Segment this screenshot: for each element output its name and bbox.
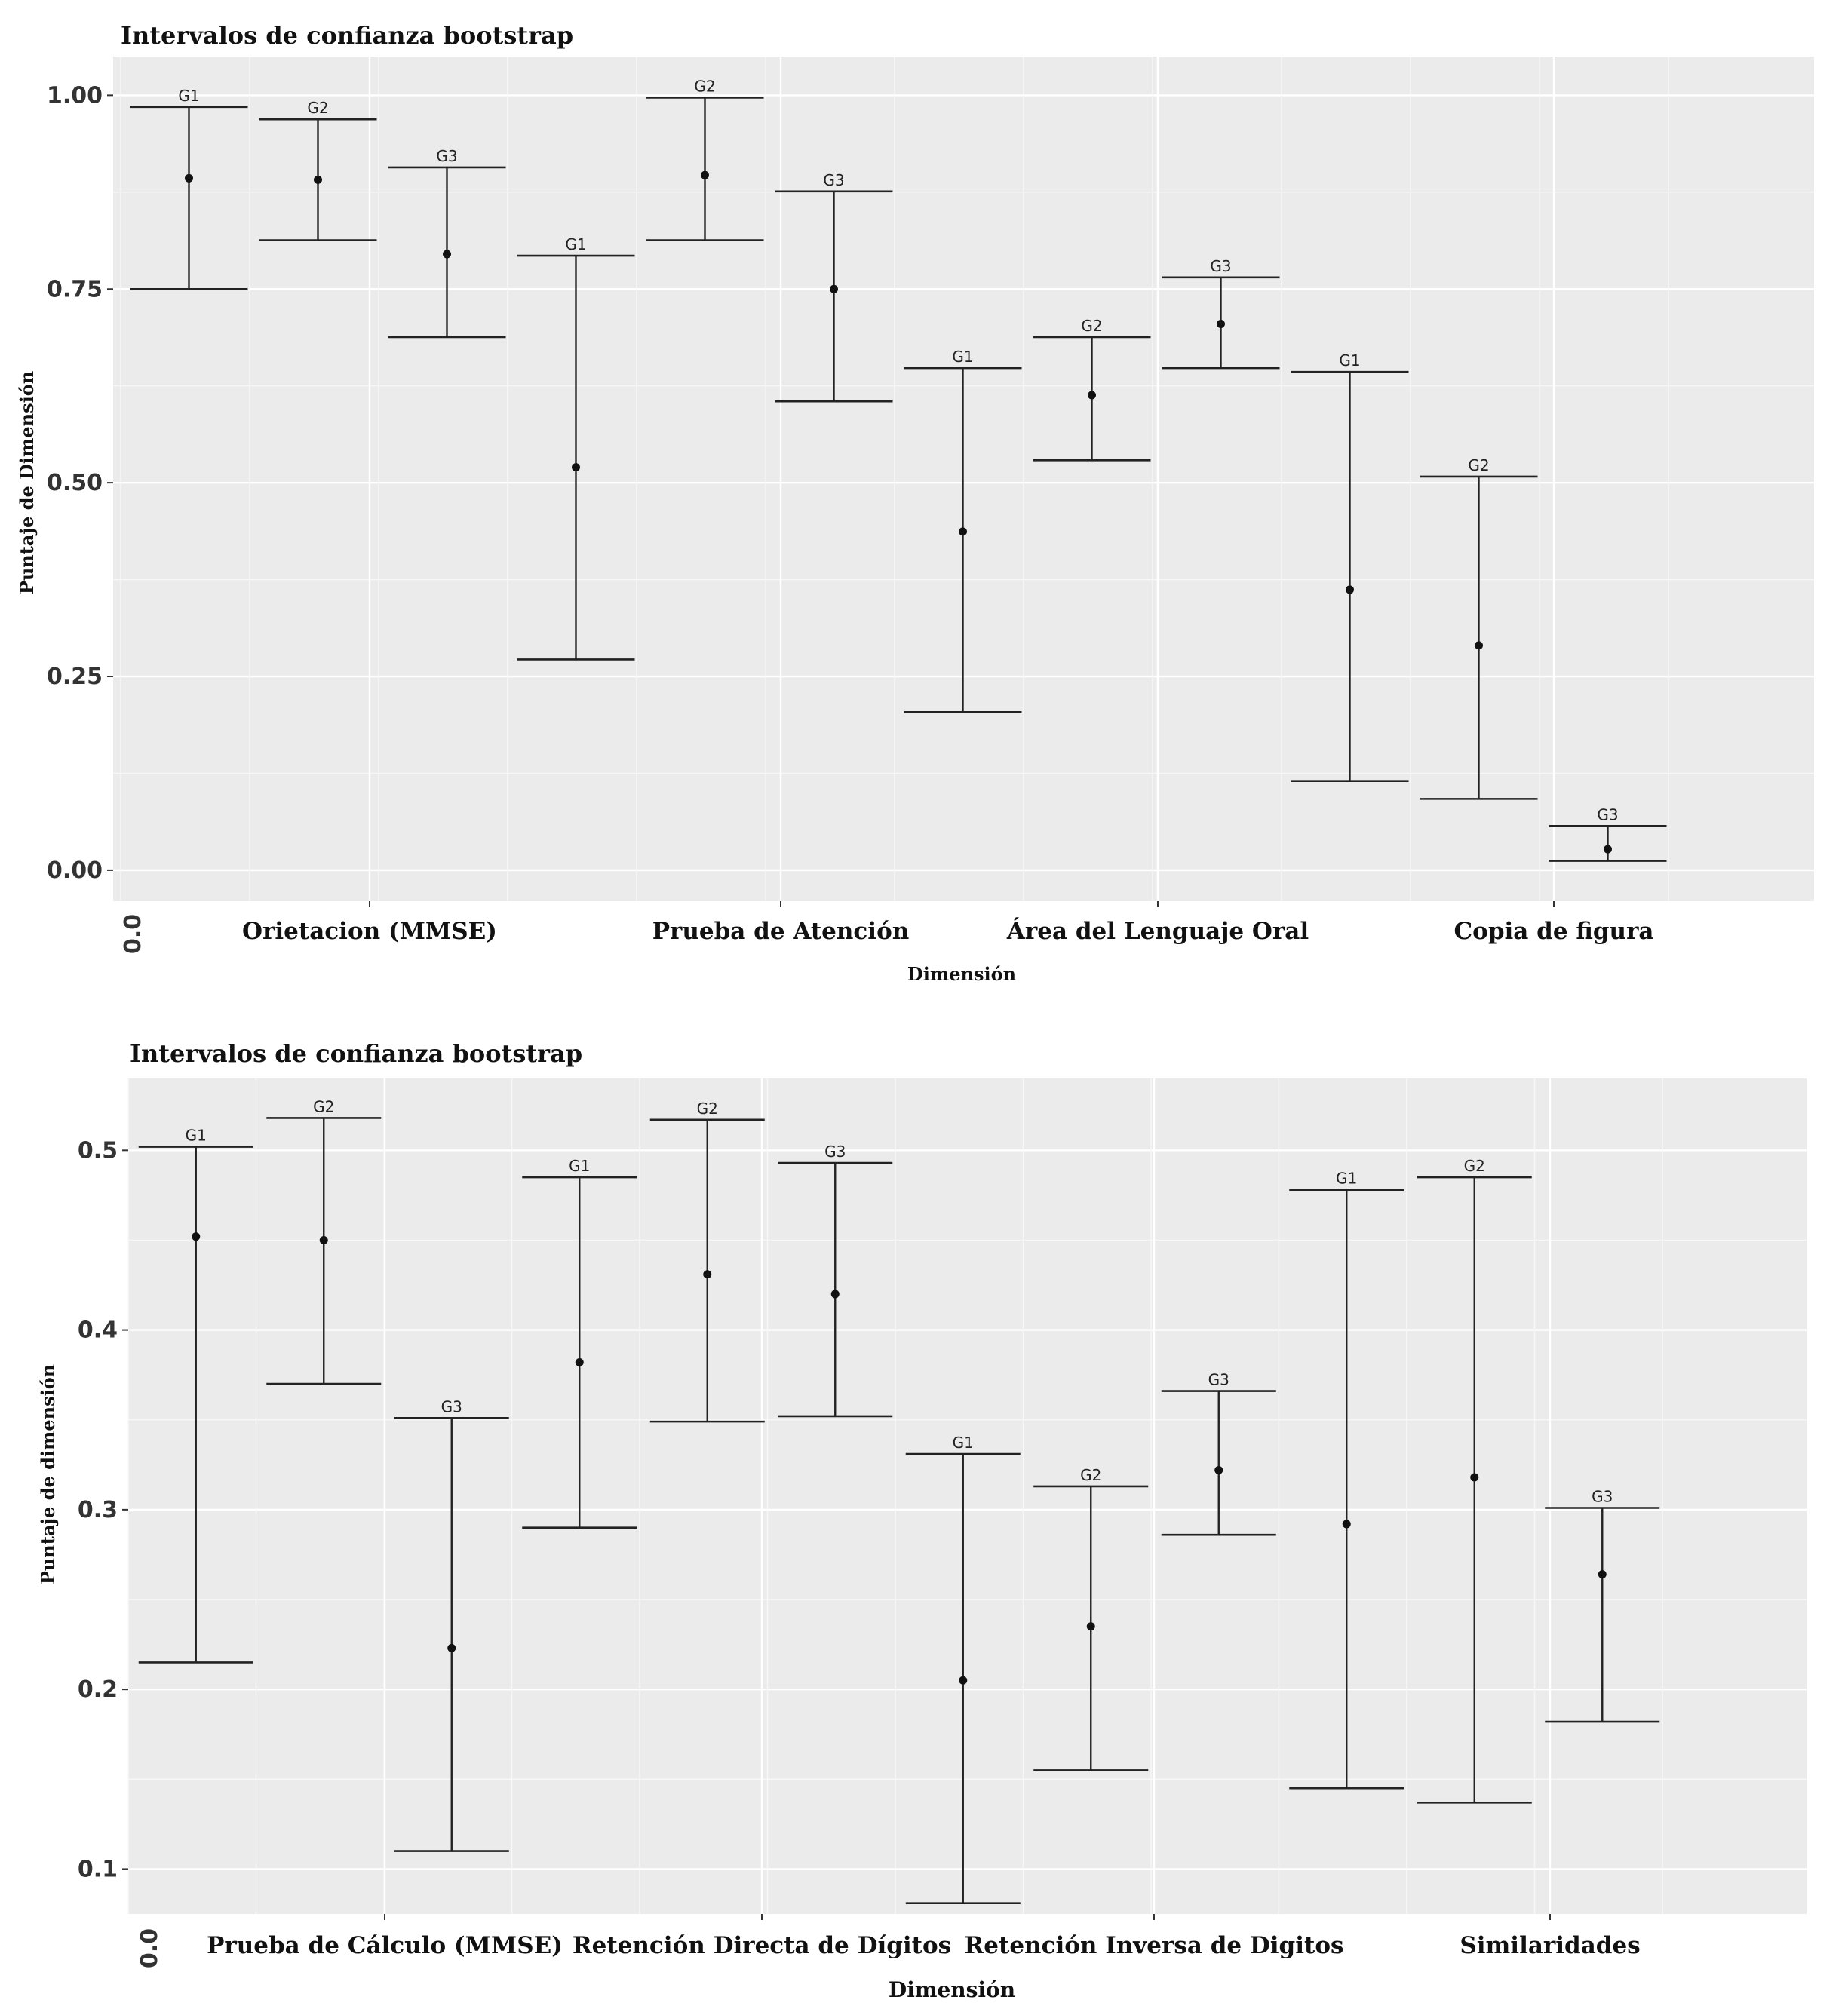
y-tick-label: 0.1 xyxy=(78,1856,118,1882)
group-label: G2 xyxy=(313,1097,334,1115)
group-label: G3 xyxy=(1597,805,1618,824)
interval-marks: G1 G2 G3 G1 G2 G3 G1 G2 G3 G1 G2 G3 xyxy=(130,77,1667,862)
confidence-interval-chart-top: Intervalos de confianza bootstrap G1 G2 G3… xyxy=(16,21,1814,985)
group-label: G2 xyxy=(307,99,328,117)
x-origin-label: 0.0 xyxy=(137,1928,163,1968)
interval-estimate-point xyxy=(1342,1520,1351,1529)
interval-estimate-point xyxy=(1214,1465,1223,1474)
interval-estimate-point xyxy=(959,527,967,536)
interval-estimate-point xyxy=(572,463,580,472)
group-label: G1 xyxy=(569,1157,590,1175)
interval-estimate-point xyxy=(701,170,709,179)
x-origin-label: 0.0 xyxy=(120,914,146,954)
group-label: G3 xyxy=(436,147,457,165)
interval-estimate-point xyxy=(314,175,322,184)
group-label: G3 xyxy=(441,1397,462,1416)
group-label: G1 xyxy=(186,1127,207,1145)
y-tick-label: 0.50 xyxy=(47,470,103,496)
x-category-label: Prueba de Cálculo (MMSE) xyxy=(207,1932,563,1959)
x-category-label: Retención Inversa de Digitos xyxy=(965,1932,1344,1959)
plot-panel xyxy=(128,1078,1807,1914)
y-axis-title: Puntaje de dimensión xyxy=(37,1364,59,1584)
x-axis: Prueba de Cálculo (MMSE) Retención Direct… xyxy=(207,1914,1641,1959)
y-tick-label: 1.00 xyxy=(47,82,103,109)
interval-estimate-point xyxy=(1604,845,1612,854)
group-label: G1 xyxy=(952,348,973,366)
x-axis: Orietacion (MMSE) Prueba de Atención Área … xyxy=(242,901,1654,945)
y-tick-label: 0.75 xyxy=(47,276,103,302)
interval-estimate-point xyxy=(830,284,838,293)
group-label: G1 xyxy=(1339,351,1360,370)
interval-estimate-point xyxy=(319,1235,328,1244)
interval-estimate-point xyxy=(192,1232,201,1241)
interval-estimate-point xyxy=(959,1676,968,1685)
group-label: G3 xyxy=(824,1143,846,1161)
group-label: G2 xyxy=(697,1100,718,1118)
x-axis-title: Dimensión xyxy=(907,963,1016,985)
group-label: G1 xyxy=(565,235,586,253)
x-category-label: Prueba de Atención xyxy=(652,918,910,945)
group-label: G2 xyxy=(694,77,715,95)
x-category-label: Retención Directa de Dígitos xyxy=(573,1932,951,1959)
interval-estimate-point xyxy=(1217,319,1225,328)
y-axis-title: Puntaje de Dimensión xyxy=(16,371,38,594)
chart-title: Intervalos de confianza bootstrap xyxy=(130,1039,582,1068)
x-category-label: Copia de figura xyxy=(1454,918,1653,945)
interval-estimate-point xyxy=(1470,1473,1479,1482)
interval-estimate-point xyxy=(443,250,451,259)
x-category-label: Orietacion (MMSE) xyxy=(242,918,497,945)
grid-lines xyxy=(113,57,1814,901)
group-label: G2 xyxy=(1464,1157,1485,1175)
group-label: G1 xyxy=(953,1434,974,1452)
grid-lines xyxy=(127,1078,1807,1914)
interval-marks: G1 G2 G3 G1 G2 G3 G1 G2 G3 G1 G2 G3 xyxy=(138,1097,1660,1905)
interval-estimate-point xyxy=(1088,391,1096,400)
y-tick-label: 0.5 xyxy=(78,1137,118,1164)
interval-estimate-point xyxy=(1346,585,1354,594)
interval-estimate-point xyxy=(1086,1622,1095,1631)
group-label: G3 xyxy=(1592,1487,1613,1505)
group-label: G2 xyxy=(1080,1466,1101,1484)
group-label: G3 xyxy=(823,171,844,189)
y-axis: 0.1 0.2 0.3 0.4 0.5 xyxy=(78,1137,128,1882)
y-tick-label: 0.00 xyxy=(47,857,103,884)
y-tick-label: 0.4 xyxy=(78,1317,118,1344)
interval-estimate-point xyxy=(1475,641,1483,650)
group-label: G1 xyxy=(1336,1170,1357,1188)
group-label: G2 xyxy=(1081,317,1102,335)
interval-estimate-point xyxy=(703,1270,712,1279)
interval-estimate-point xyxy=(1598,1570,1607,1579)
y-tick-label: 0.3 xyxy=(78,1497,118,1523)
y-tick-label: 0.25 xyxy=(47,664,103,690)
interval-estimate-point xyxy=(185,173,193,183)
confidence-interval-chart-bottom: Intervalos de confianza bootstrap G1 G2 G3… xyxy=(37,1039,1807,2002)
interval-estimate-point xyxy=(830,1290,840,1299)
chart-title: Intervalos de confianza bootstrap xyxy=(121,21,573,50)
x-category-label: Similaridades xyxy=(1460,1932,1640,1959)
interval-estimate-point xyxy=(575,1357,584,1366)
group-label: G2 xyxy=(1468,456,1489,474)
group-label: G3 xyxy=(1208,1371,1229,1389)
y-axis: 0.00 0.25 0.50 0.75 1.00 xyxy=(47,82,113,884)
interval-estimate-point xyxy=(447,1643,456,1652)
y-tick-label: 0.2 xyxy=(78,1676,118,1703)
group-label: G1 xyxy=(178,87,199,105)
group-label: G3 xyxy=(1210,257,1231,275)
x-category-label: Área del Lenguaje Oral xyxy=(1006,916,1309,945)
x-axis-title: Dimensión xyxy=(889,1977,1015,2002)
